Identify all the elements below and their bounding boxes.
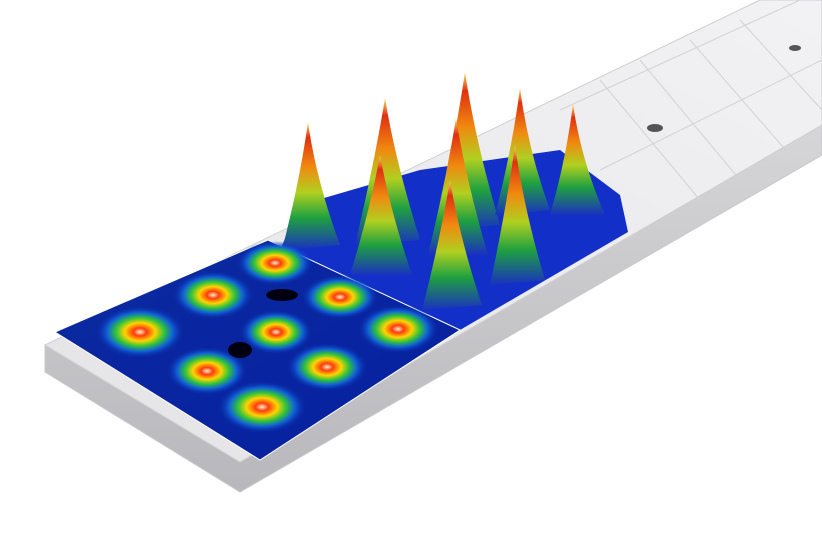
spot — [237, 241, 313, 285]
spot — [240, 310, 312, 354]
peak — [282, 122, 340, 250]
peak — [550, 104, 605, 215]
spot — [173, 271, 253, 319]
peak — [495, 88, 550, 215]
peak — [490, 145, 545, 285]
spot — [287, 343, 367, 391]
spot — [358, 305, 438, 353]
heatmap-spots — [96, 241, 438, 433]
dark-gap — [228, 342, 252, 358]
spot — [302, 275, 378, 319]
spot — [96, 306, 184, 358]
peaks — [282, 72, 605, 310]
spot — [167, 347, 247, 395]
strip-hole — [789, 45, 801, 51]
peak — [422, 180, 482, 310]
peak — [350, 155, 412, 275]
strip-cells — [559, 0, 822, 201]
dark-gap — [266, 289, 298, 301]
strip-hole — [647, 124, 663, 132]
spot — [218, 381, 306, 433]
